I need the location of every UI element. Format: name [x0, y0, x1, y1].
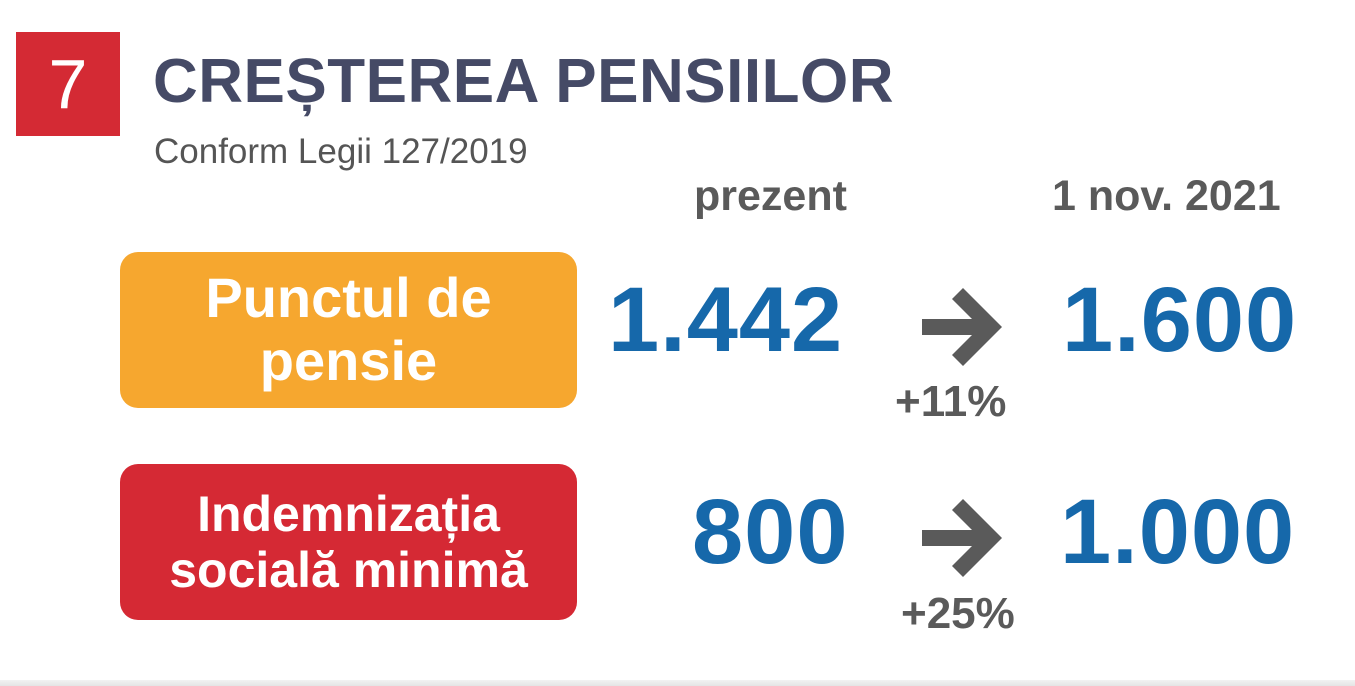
page-title: CREȘTEREA PENSIILOR — [153, 47, 894, 116]
increase-social-allowance: +25% — [901, 589, 1015, 638]
current-value-pension-point: 1.442 — [608, 269, 844, 371]
increase-pension-point: +11% — [895, 377, 1007, 426]
bottom-divider — [0, 680, 1355, 686]
section-number-badge: 7 — [16, 32, 120, 136]
arrow-right-icon — [918, 498, 1006, 578]
column-header-current: prezent — [694, 172, 847, 220]
row-label-line1: Punctul de — [205, 266, 492, 330]
row-label-social-allowance: Indemnizația socială minimă — [120, 464, 577, 620]
new-value-social-allowance: 1.000 — [1060, 481, 1296, 583]
row-label-line2: pensie — [259, 329, 438, 392]
page-subtitle: Conform Legii 127/2019 — [154, 132, 528, 171]
row-label-line2: socială minimă — [169, 542, 528, 598]
column-header-future: 1 nov. 2021 — [1052, 172, 1281, 220]
new-value-pension-point: 1.600 — [1062, 269, 1298, 371]
arrow-right-icon — [918, 287, 1006, 367]
row-label-line1: Indemnizația — [197, 486, 500, 542]
row-label-pension-point: Punctul de pensie — [120, 252, 577, 408]
current-value-social-allowance: 800 — [692, 481, 849, 583]
